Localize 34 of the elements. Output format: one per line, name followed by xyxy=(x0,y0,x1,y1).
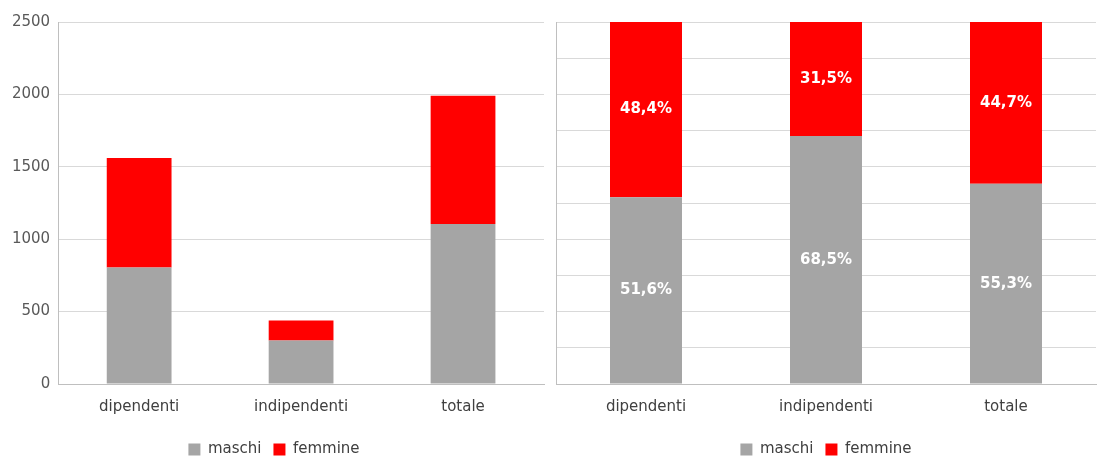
y-tick-label: 500 xyxy=(21,301,51,320)
data-label: 55,3% xyxy=(979,273,1033,292)
y-tick-label: 1500 xyxy=(11,156,51,175)
legend-label: maschi xyxy=(207,439,262,458)
legend-label: maschi xyxy=(759,439,814,458)
legend-label: femmine xyxy=(844,439,912,458)
bar xyxy=(970,183,1042,384)
y-tick-label: 0 xyxy=(40,373,51,392)
bar xyxy=(610,22,682,198)
bar xyxy=(430,95,496,224)
bar xyxy=(610,197,682,384)
x-tick-label: totale xyxy=(441,396,485,415)
bar xyxy=(790,22,862,137)
x-tick-label: indipendenti xyxy=(254,396,349,415)
y-tick-label: 2000 xyxy=(11,84,51,103)
data-label: 48,4% xyxy=(619,99,673,118)
bar xyxy=(970,22,1042,184)
x-tick-label: dipendenti xyxy=(605,396,687,415)
legend-label: femmine xyxy=(292,439,360,458)
data-label: 31,5% xyxy=(799,68,853,87)
bar xyxy=(790,136,862,384)
bar xyxy=(430,224,496,384)
x-tick-label: indipendenti xyxy=(779,396,873,415)
bar xyxy=(268,340,334,384)
data-label: 51,6% xyxy=(619,280,673,299)
bar xyxy=(268,320,334,341)
data-label: 68,5% xyxy=(799,249,853,268)
x-tick-label: totale xyxy=(984,396,1028,415)
data-label: 44,7% xyxy=(979,92,1033,111)
bar xyxy=(106,158,172,268)
y-tick-label: 2500 xyxy=(11,11,51,30)
y-tick-label: 1000 xyxy=(11,229,51,248)
bar xyxy=(106,267,172,384)
x-tick-label: dipendenti xyxy=(99,396,180,415)
